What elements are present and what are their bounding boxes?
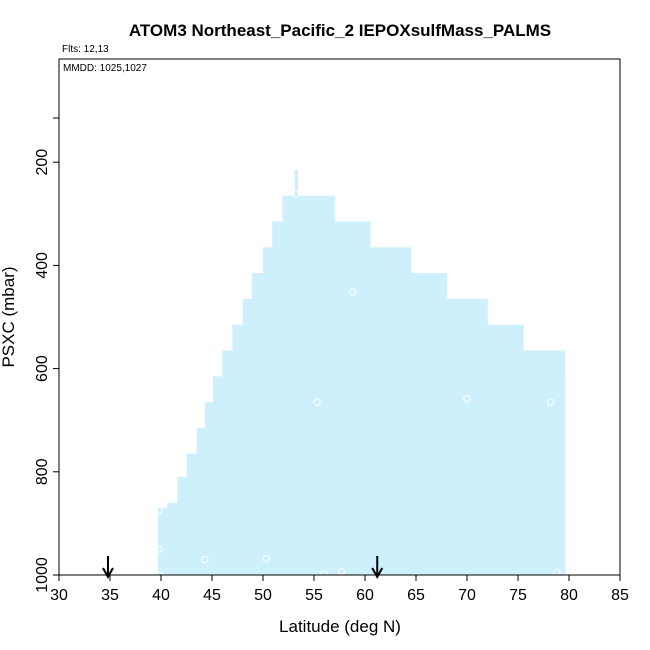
- coverage-bar: [196, 427, 206, 575]
- flights-note: Flts: 12,13: [62, 44, 109, 55]
- y-axis-label: PSXC (mbar): [0, 266, 18, 367]
- plot-frame: [58, 58, 621, 576]
- data-point: [155, 545, 163, 553]
- coverage-bar: [487, 324, 524, 575]
- flight-arrow: [102, 556, 114, 580]
- coverage-bar: [186, 453, 198, 575]
- y-tick-label: 800: [34, 458, 51, 485]
- x-tick-label: 70: [458, 587, 476, 604]
- x-tick-label: 85: [611, 587, 629, 604]
- data-point: [553, 568, 561, 577]
- coverage-bar: [370, 247, 412, 575]
- flight-arrow-head: [371, 567, 384, 580]
- coverage-bar: [282, 195, 296, 576]
- chart-title: ATOM3 Northeast_Pacific_2 IEPOXsulfMass_…: [129, 21, 551, 40]
- coverage-bar: [558, 376, 566, 575]
- data-point: [463, 394, 471, 403]
- data-point: [546, 398, 555, 406]
- data-point: [349, 288, 357, 296]
- x-tick-label: 55: [305, 587, 323, 604]
- coverage-bar: [446, 298, 488, 575]
- coverage-bar: [177, 476, 187, 575]
- coverage-bar: [204, 402, 214, 575]
- x-tick-label: 80: [560, 587, 578, 604]
- coverage-bar: [523, 350, 563, 575]
- coverage-bar: [157, 507, 168, 575]
- y-tick-label: 600: [34, 355, 51, 382]
- coverage-bar: [251, 273, 264, 575]
- y-axis: 200 400 600 800 1000: [34, 117, 59, 593]
- plot-area: [102, 169, 566, 580]
- mmdd-note: MMDD: 1025,1027: [63, 63, 147, 74]
- coverage-bar: [242, 298, 253, 575]
- x-axis: 30 35 40 45 50 55 60 65 70 75 80 85: [50, 575, 629, 604]
- coverage-bar: [272, 221, 283, 576]
- data-point: [201, 555, 209, 564]
- data-point: [155, 506, 163, 515]
- coverage-bar: [263, 247, 273, 575]
- x-tick-label: 50: [254, 587, 272, 604]
- flight-arrow-head: [102, 567, 114, 580]
- coverage-bar: [222, 350, 233, 575]
- y-tick-label: 1000: [34, 557, 51, 593]
- coverage-bar: [334, 221, 371, 576]
- coverage-bar: [297, 195, 335, 576]
- data-point: [262, 554, 270, 563]
- x-tick-label: 75: [509, 587, 527, 604]
- coverage-bar: [294, 169, 299, 575]
- y-tick-label: 200: [34, 149, 51, 176]
- x-tick-label: 40: [152, 587, 170, 604]
- coverage-bar: [232, 324, 243, 575]
- x-axis-label: Latitude (deg N): [279, 617, 401, 636]
- x-tick-label: 30: [50, 587, 68, 604]
- data-point: [313, 398, 321, 406]
- x-tick-label: 35: [101, 587, 119, 604]
- y-tick-label: 400: [34, 252, 51, 279]
- data-point: [291, 190, 300, 198]
- x-tick-label: 60: [356, 587, 374, 604]
- coverage-bar: [410, 273, 447, 575]
- coverage-bar: [213, 376, 223, 575]
- x-tick-label: 65: [407, 587, 425, 604]
- flight-arrow: [371, 556, 384, 580]
- coverage-bar: [167, 502, 178, 575]
- data-point: [320, 570, 328, 578]
- x-tick-label: 45: [203, 587, 221, 604]
